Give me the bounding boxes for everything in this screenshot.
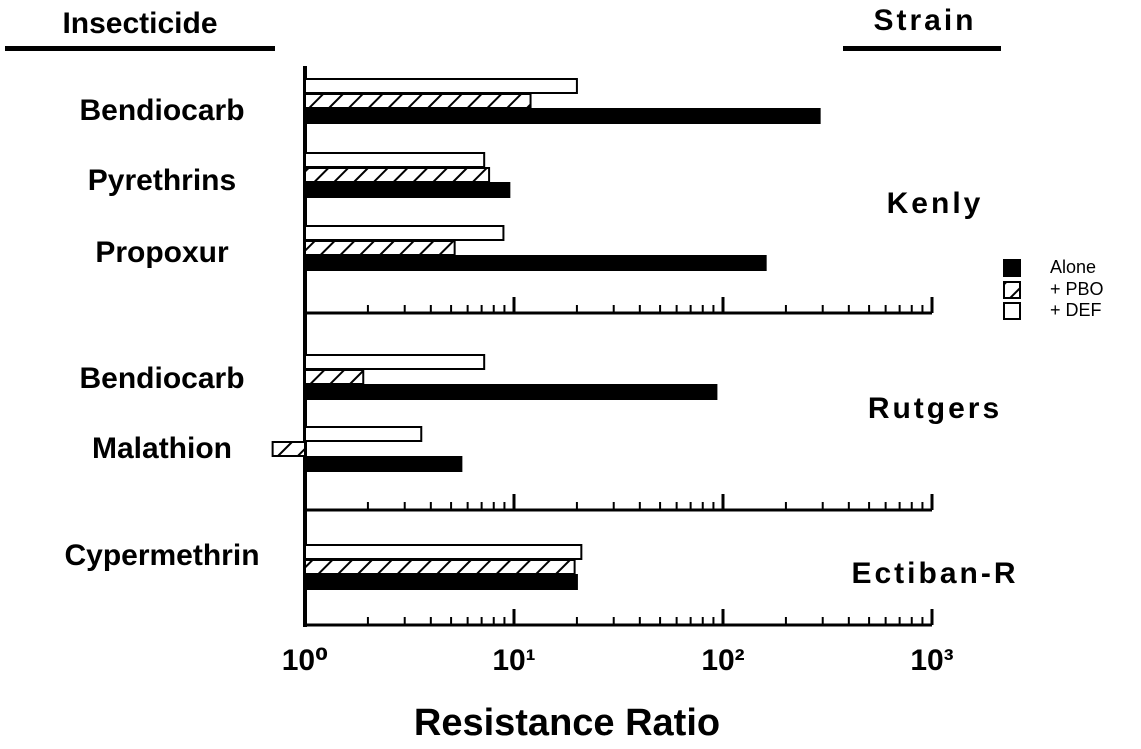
legend-swatch — [1003, 259, 1021, 277]
legend-swatch — [1003, 281, 1021, 299]
bar — [304, 384, 718, 400]
bar — [304, 152, 486, 168]
bar — [304, 544, 583, 560]
legend-label: Alone — [1050, 257, 1096, 277]
x-axis-line — [305, 311, 932, 315]
x-axis-line — [305, 508, 932, 512]
bar — [304, 456, 463, 472]
category-label: Cypermethrin — [64, 539, 259, 572]
category-label: Bendiocarb — [79, 94, 244, 127]
strain-label: Kenly — [887, 187, 984, 220]
header-underline — [843, 46, 1001, 51]
bar — [304, 559, 576, 575]
legend-label: + PBO — [1050, 279, 1104, 299]
y-axis-line — [303, 66, 307, 627]
category-label: Propoxur — [95, 236, 229, 269]
bar — [304, 255, 767, 271]
bar — [271, 441, 306, 457]
bar — [304, 426, 423, 442]
x-tick-label: 10⁰ — [282, 644, 329, 677]
x-tick-label: 10¹ — [492, 644, 535, 677]
bar — [304, 182, 511, 198]
category-label: Malathion — [92, 432, 232, 465]
x-axis-label: Resistance Ratio — [414, 702, 720, 744]
strain-label: Rutgers — [868, 392, 1002, 425]
category-header: Insecticide — [62, 7, 217, 40]
category-label: Bendiocarb — [79, 362, 244, 395]
x-axis-line — [305, 623, 932, 627]
bar — [304, 574, 578, 590]
bar — [304, 369, 365, 385]
bar — [304, 108, 821, 124]
bar — [304, 78, 578, 94]
bar — [304, 225, 505, 241]
bar — [304, 167, 491, 183]
group-header: Strain — [873, 4, 976, 37]
bar — [304, 93, 532, 109]
legend-swatch — [1003, 302, 1021, 320]
bar — [304, 354, 486, 370]
header-underline — [5, 46, 275, 51]
strain-label: Ectiban-R — [851, 557, 1018, 590]
bar — [304, 240, 456, 256]
x-tick-label: 10² — [701, 644, 744, 677]
legend-label: + DEF — [1050, 300, 1102, 320]
category-label: Pyrethrins — [88, 164, 236, 197]
x-tick-label: 10³ — [910, 644, 953, 677]
